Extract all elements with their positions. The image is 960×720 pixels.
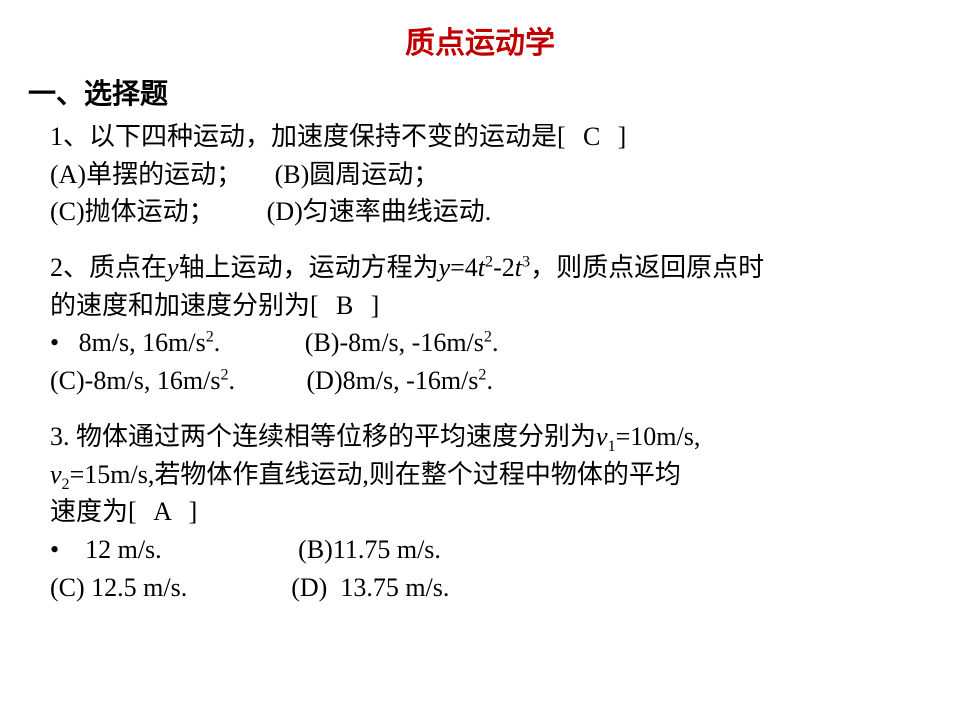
- physics-slide: 质点运动学 一、选择题 1、以下四种运动，加速度保持不变的运动是[C] (A)单…: [0, 0, 960, 624]
- page-title: 质点运动学: [28, 18, 932, 72]
- q2-l1b: 轴上运动，运动方程为: [179, 253, 439, 282]
- q2-l3b: . (B)-8m/s, -16m/s: [214, 328, 484, 357]
- q3-line2: v2=15m/s,若物体作直线运动,则在整个过程中物体的平均: [50, 456, 932, 494]
- question-1: 1、以下四种运动，加速度保持不变的运动是[C] (A)单摆的运动； (B)圆周运…: [28, 118, 932, 249]
- q3-l2a: =15m/s,若物体作直线运动,则在整个过程中物体的平均: [70, 460, 681, 489]
- q2-l3sup2: 2: [484, 329, 492, 346]
- q2-l4sup: 2: [220, 366, 228, 383]
- q3-line4: • 12 m/s. (B)11.75 m/s.: [50, 531, 932, 569]
- q1-line1: 1、以下四种运动，加速度保持不变的运动是[C]: [50, 118, 932, 156]
- q1-line3: (C)抛体运动； (D)匀速率曲线运动.: [50, 193, 932, 231]
- q3-line5: (C) 12.5 m/s. (D) 13.75 m/s.: [50, 569, 932, 607]
- q2-l3dot: .: [492, 328, 499, 357]
- q2-answer: B: [319, 287, 371, 325]
- q1-line2: (A)单摆的运动； (B)圆周运动；: [50, 156, 932, 194]
- q2-line3: • 8m/s, 16m/s2. (B)-8m/s, -16m/s2.: [50, 324, 932, 362]
- q3-sub2: 2: [62, 476, 70, 493]
- q2-l2a: 的速度和加速度分别为[: [50, 291, 319, 320]
- q2-l1e: ，则质点返回原点时: [530, 253, 764, 282]
- section-heading: 一、选择题: [28, 72, 932, 118]
- q2-l4a: (C)-8m/s, 16m/s: [50, 366, 220, 395]
- q1-answer: C: [566, 118, 618, 156]
- q3-v2: v: [50, 460, 62, 489]
- q3-l1a: 3. 物体通过两个连续相等位移的平均速度分别为: [50, 422, 596, 451]
- q2-y2: y: [439, 253, 451, 282]
- q3-line3: 速度为[A]: [50, 493, 932, 531]
- q3-l3a: 速度为[: [50, 497, 137, 526]
- q1-stem-a: 1、以下四种运动，加速度保持不变的运动是[: [50, 122, 566, 151]
- q1-stem-b: ]: [618, 122, 627, 151]
- q2-line1: 2、质点在y轴上运动，运动方程为y=4t2-2t3，则质点返回原点时: [50, 249, 932, 287]
- q3-sub1: 1: [608, 438, 616, 455]
- q2-line2: 的速度和加速度分别为[B]: [50, 287, 932, 325]
- q2-l3a: • 8m/s, 16m/s: [50, 328, 206, 357]
- q2-l2b: ]: [371, 291, 380, 320]
- q3-l3b: ]: [189, 497, 198, 526]
- q2-t2: t: [515, 253, 522, 282]
- q3-answer: A: [137, 493, 189, 531]
- q2-l4dot: .: [486, 366, 493, 395]
- q2-y1: y: [167, 253, 179, 282]
- q2-l1c: =4: [450, 253, 478, 282]
- question-3: 3. 物体通过两个连续相等位移的平均速度分别为v1=10m/s, v2=15m/…: [28, 418, 932, 624]
- q2-l1a: 2、质点在: [50, 253, 167, 282]
- q3-l1b: =10m/s,: [616, 422, 701, 451]
- q2-sup2a: 2: [485, 253, 493, 270]
- q2-t1: t: [478, 253, 485, 282]
- q2-line4: (C)-8m/s, 16m/s2. (D)8m/s, -16m/s2.: [50, 362, 932, 400]
- q3-v1: v: [596, 422, 608, 451]
- q2-l4b: . (D)8m/s, -16m/s: [229, 366, 479, 395]
- q2-sup3: 3: [522, 253, 530, 270]
- q2-l1d: -2: [493, 253, 515, 282]
- q3-line1: 3. 物体通过两个连续相等位移的平均速度分别为v1=10m/s,: [50, 418, 932, 456]
- question-2: 2、质点在y轴上运动，运动方程为y=4t2-2t3，则质点返回原点时 的速度和加…: [28, 249, 932, 418]
- q2-l3sup: 2: [206, 329, 214, 346]
